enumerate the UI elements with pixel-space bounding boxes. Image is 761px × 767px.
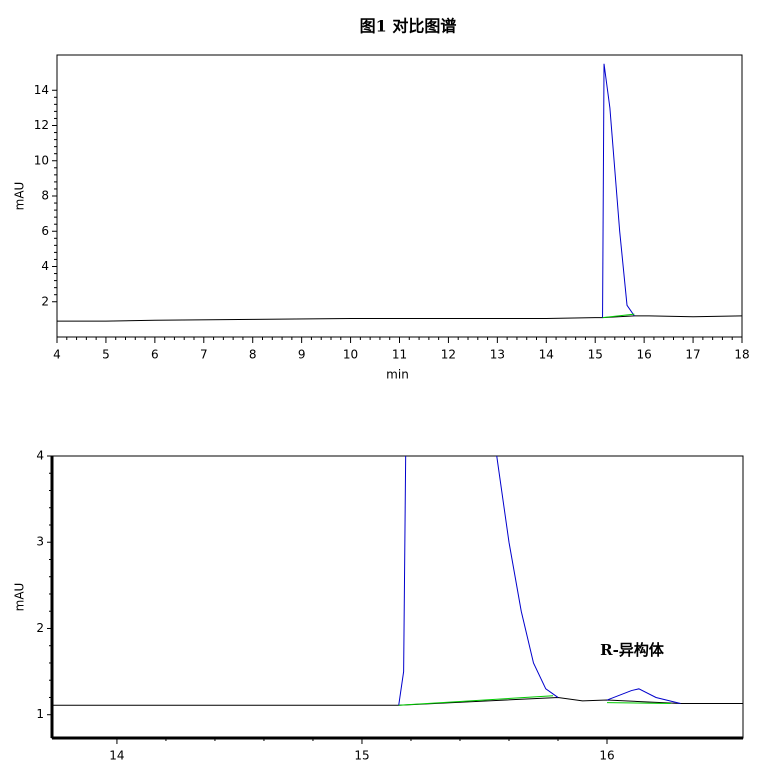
y-tick-label: 10 xyxy=(34,153,49,167)
y-tick-label: 8 xyxy=(41,189,49,203)
y-tick-label: 6 xyxy=(41,224,49,238)
x-tick-label: 17 xyxy=(685,348,700,362)
y-tick-label: 3 xyxy=(36,535,44,549)
x-tick-label: 12 xyxy=(441,348,456,362)
x-tick-label: 14 xyxy=(539,348,554,362)
x-tick-label: 14 xyxy=(109,749,124,763)
x-tick-label: 10 xyxy=(343,348,358,362)
y-axis-label: mAU xyxy=(13,583,27,612)
y-tick-label: 4 xyxy=(41,259,49,273)
y-tick-label: 2 xyxy=(36,621,44,635)
y-tick-label: 12 xyxy=(34,118,49,132)
x-tick-label: 16 xyxy=(637,348,652,362)
trace xyxy=(57,315,742,322)
title: 图1 对比图谱 xyxy=(360,17,457,36)
trace xyxy=(606,688,681,704)
y-tick-label: 14 xyxy=(34,83,49,97)
x-tick-label: 8 xyxy=(249,348,257,362)
y-tick-label: 2 xyxy=(41,294,49,308)
annotation: R-异构体 xyxy=(600,641,665,659)
x-tick-label: 15 xyxy=(354,749,369,763)
x-tick-label: 4 xyxy=(53,348,61,362)
trace xyxy=(602,313,635,319)
y-axis-label: mAU xyxy=(13,182,27,211)
plot-area xyxy=(52,456,743,706)
x-tick-label: 5 xyxy=(102,348,110,362)
trace xyxy=(398,456,559,706)
plot-frame xyxy=(51,455,744,739)
x-tick-label: 7 xyxy=(200,348,208,362)
y-tick-label: 1 xyxy=(36,707,44,721)
x-tick-label: 6 xyxy=(151,348,159,362)
trace xyxy=(398,695,554,706)
x-tick-label: 18 xyxy=(734,348,749,362)
x-tick-label: 11 xyxy=(392,348,407,362)
x-tick-label: 9 xyxy=(298,348,306,362)
x-tick-label: 13 xyxy=(490,348,505,362)
y-tick-label: 4 xyxy=(36,449,44,463)
trace xyxy=(602,63,635,318)
trace xyxy=(607,702,671,704)
trace xyxy=(52,696,743,706)
plot-area xyxy=(57,63,742,322)
x-axis-label: min xyxy=(386,368,409,382)
x-tick-label: 15 xyxy=(588,348,603,362)
x-tick-label: 16 xyxy=(599,749,614,763)
plot-frame xyxy=(56,54,743,338)
